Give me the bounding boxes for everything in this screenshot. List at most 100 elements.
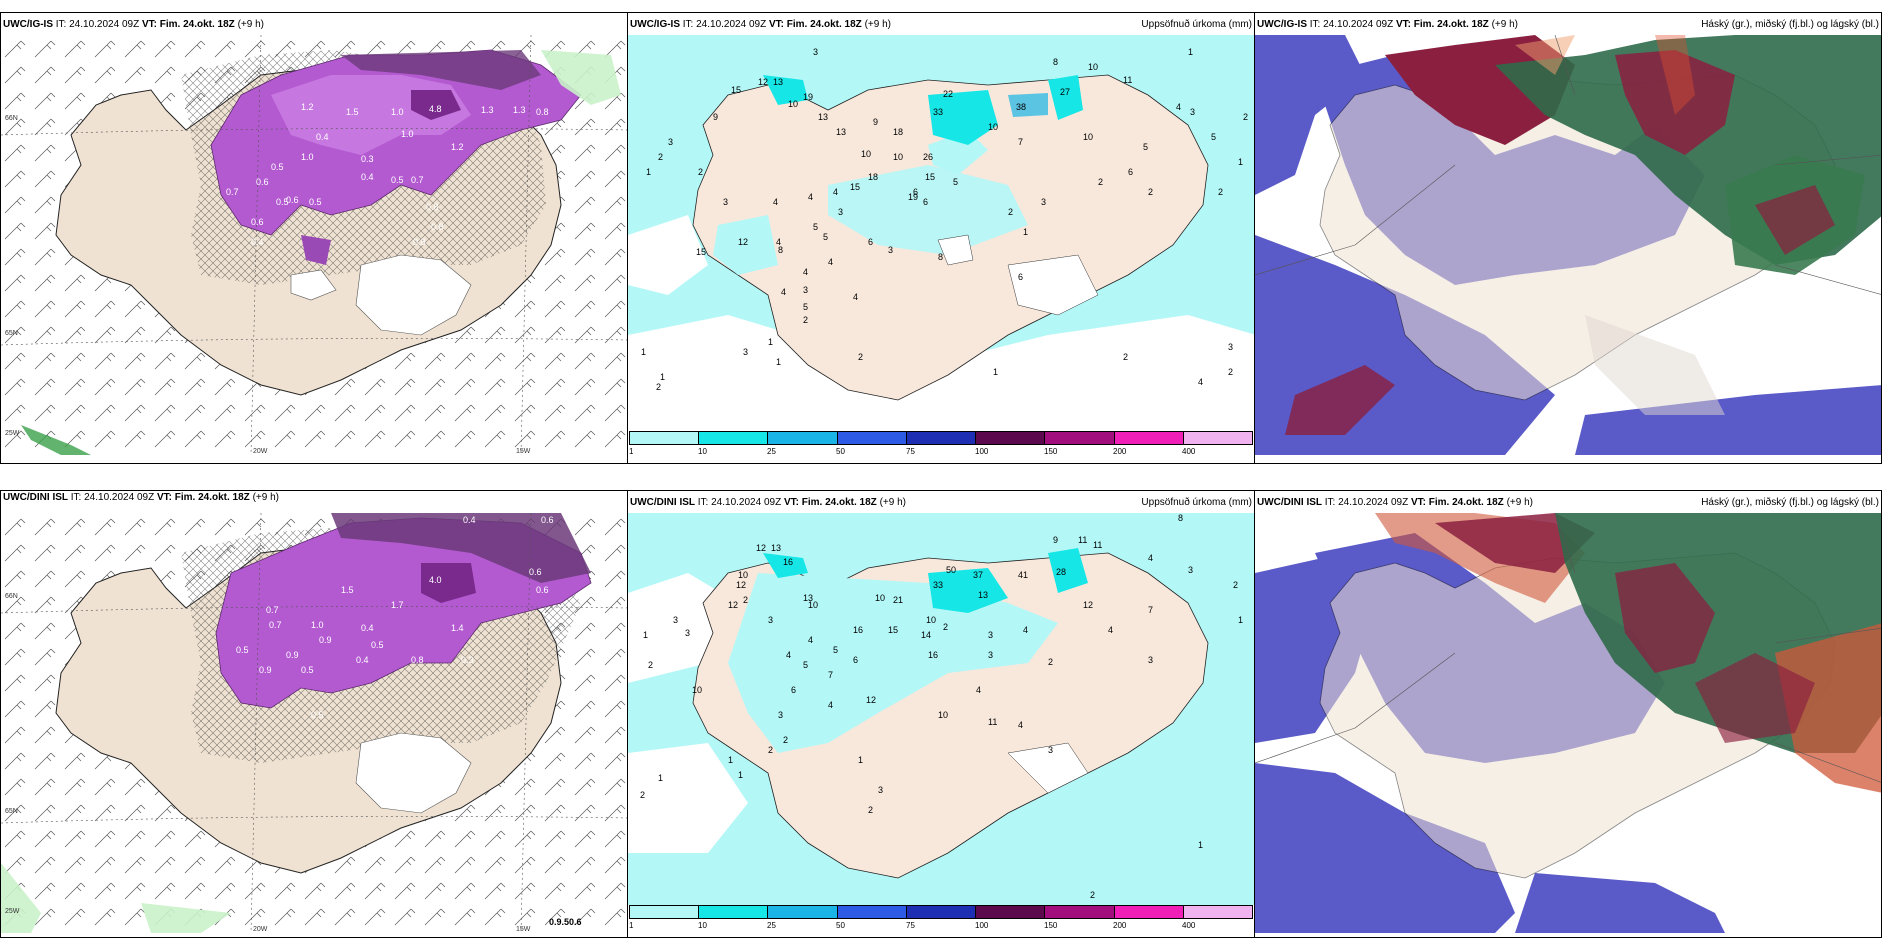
panel-title: Uppsöfnuð úrkoma (mm) [1141, 19, 1252, 30]
svg-text:1: 1 [1188, 47, 1193, 57]
svg-text:2: 2 [648, 660, 653, 670]
svg-text:6: 6 [853, 655, 858, 665]
precip-map: 3 12 13 15 10 19 13 9 18 22 33 38 27 8 1… [628, 35, 1254, 431]
svg-text:4: 4 [828, 700, 833, 710]
svg-text:7: 7 [828, 670, 833, 680]
value-label: 0.5 [371, 640, 384, 650]
panel-header: UWC/IG-IS IT: 24.10.2024 09Z VT: Fim. 24… [1257, 19, 1518, 30]
svg-text:10: 10 [1088, 62, 1098, 72]
svg-text:4: 4 [1108, 625, 1113, 635]
svg-text:11: 11 [988, 717, 997, 727]
cbar-label: 10 [698, 921, 707, 930]
lat-66n-label: 66N [5, 115, 18, 122]
svg-text:5: 5 [813, 222, 818, 232]
svg-text:2: 2 [1123, 352, 1128, 362]
svg-text:5: 5 [833, 645, 838, 655]
panel-top-right-clouds: UWC/IG-IS IT: 24.10.2024 09Z VT: Fim. 24… [1254, 12, 1882, 464]
svg-text:28: 28 [1056, 567, 1066, 577]
svg-text:13: 13 [773, 77, 783, 87]
svg-text:8: 8 [1053, 57, 1058, 67]
svg-text:1: 1 [658, 773, 663, 783]
value-label: 0.5 [309, 197, 322, 207]
precip-values: 12 13 16 10 13 12 10 15 16 21 33 50 37 4… [640, 513, 1243, 900]
svg-text:9: 9 [873, 117, 878, 127]
svg-text:16: 16 [853, 625, 863, 635]
svg-text:12: 12 [738, 237, 748, 247]
value-label: 0.7 [269, 620, 282, 630]
svg-text:10: 10 [808, 600, 818, 610]
value-label: 0.4 [463, 515, 476, 525]
svg-text:3: 3 [723, 197, 728, 207]
panel-header: UWC/DINI ISL IT: 24.10.2024 09Z VT: Fim.… [3, 492, 279, 503]
lon-15w-label: 15W [516, 926, 531, 933]
svg-text:4: 4 [833, 187, 838, 197]
svg-text:4: 4 [853, 292, 858, 302]
value-label: 4.0 [429, 575, 442, 585]
lon-20w-label: 20W [253, 448, 268, 455]
svg-text:15: 15 [888, 625, 898, 635]
svg-text:38: 38 [1016, 102, 1026, 112]
svg-text:2: 2 [858, 352, 863, 362]
svg-text:2: 2 [640, 790, 645, 800]
svg-text:6: 6 [913, 187, 918, 197]
cloud-map [1255, 35, 1881, 455]
svg-text:2: 2 [743, 595, 748, 605]
cbar-label: 25 [767, 447, 776, 456]
svg-text:1: 1 [660, 372, 665, 382]
svg-text:18: 18 [893, 127, 903, 137]
precip-values: 3 12 13 15 10 19 13 9 18 22 33 38 27 8 1… [641, 47, 1248, 392]
cbar-swatch [1183, 432, 1252, 444]
svg-text:3: 3 [988, 630, 993, 640]
cbar-label: 200 [1113, 447, 1127, 456]
value-label: 1.7 [391, 600, 404, 610]
svg-text:13: 13 [978, 590, 988, 600]
svg-text:8: 8 [778, 245, 783, 255]
svg-text:4: 4 [1148, 553, 1153, 563]
svg-text:6: 6 [868, 237, 873, 247]
cbar-swatch [630, 906, 700, 918]
svg-text:9: 9 [713, 112, 718, 122]
svg-text:1: 1 [728, 755, 733, 765]
svg-text:3: 3 [768, 615, 773, 625]
svg-text:10: 10 [988, 122, 998, 132]
svg-text:2: 2 [1098, 177, 1103, 187]
cbar-swatch [1045, 432, 1115, 444]
cbar-label: 400 [1182, 447, 1196, 456]
value-label: 1.0 [301, 152, 314, 162]
svg-text:2: 2 [1233, 580, 1238, 590]
panel-top-left-map: UWC/IG-IS IT: 24.10.2024 09Z VT: Fim. 24… [0, 12, 628, 464]
cbar-label: 200 [1113, 921, 1127, 930]
value-label: 0.5 [271, 162, 284, 172]
panel-header: UWC/IG-IS IT: 24.10.2024 09Z VT: Fim. 24… [3, 19, 264, 30]
svg-text:33: 33 [933, 580, 943, 590]
svg-text:3: 3 [1048, 745, 1053, 755]
svg-text:15: 15 [850, 182, 860, 192]
svg-text:10: 10 [938, 710, 948, 720]
value-label: 0.3 [461, 655, 474, 665]
lat-65n-label: 65N [5, 808, 18, 815]
svg-text:9: 9 [1053, 535, 1058, 545]
svg-text:13: 13 [771, 543, 781, 553]
svg-text:1: 1 [641, 347, 646, 357]
cbar-label: 50 [836, 921, 845, 930]
value-label: 1.3 [481, 105, 494, 115]
svg-text:12: 12 [866, 695, 876, 705]
svg-text:7: 7 [1018, 137, 1023, 147]
cbar-label: 150 [1044, 921, 1058, 930]
svg-text:33: 33 [933, 107, 943, 117]
svg-text:4: 4 [976, 685, 981, 695]
svg-text:18: 18 [868, 172, 878, 182]
svg-text:4: 4 [776, 237, 781, 247]
value-label: 0.5 [276, 197, 289, 207]
svg-text:7: 7 [1148, 605, 1153, 615]
value-label: 0.6 [256, 177, 269, 187]
value-label: 0.8 [426, 202, 439, 212]
svg-text:1: 1 [646, 167, 651, 177]
lon-15w-label: 15W [516, 448, 531, 455]
svg-text:3: 3 [1188, 565, 1193, 575]
svg-text:1: 1 [1238, 157, 1243, 167]
svg-text:11: 11 [1123, 75, 1132, 85]
cbar-swatch [699, 906, 769, 918]
svg-text:12: 12 [756, 543, 766, 553]
svg-text:4: 4 [781, 287, 786, 297]
